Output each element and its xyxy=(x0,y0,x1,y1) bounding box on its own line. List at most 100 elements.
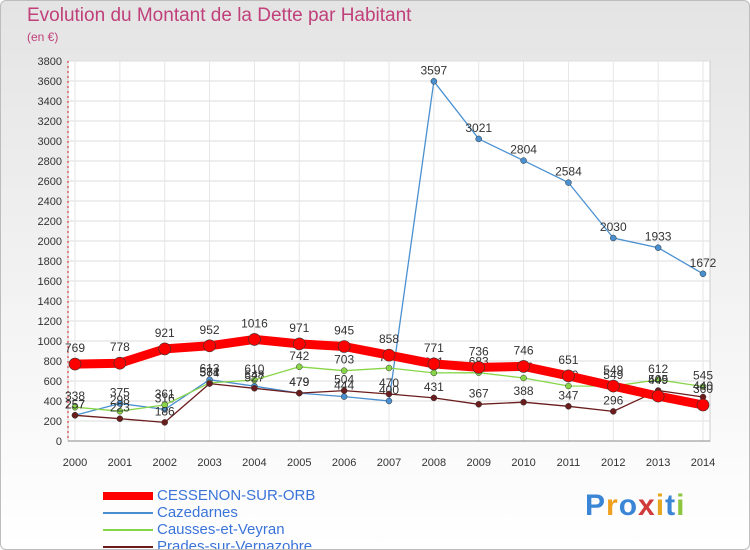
data-label: 610 xyxy=(244,362,264,376)
x-tick-label: 2001 xyxy=(108,457,132,469)
legend-label: Cazedarnes xyxy=(157,504,238,521)
x-tick-label: 2003 xyxy=(197,457,221,469)
logo-letter: x xyxy=(638,489,656,522)
x-tick-label: 2010 xyxy=(511,457,535,469)
data-point xyxy=(116,415,124,422)
data-point xyxy=(382,348,396,362)
data-label: 479 xyxy=(289,375,309,389)
y-tick-label: 1200 xyxy=(38,316,62,328)
data-point xyxy=(430,78,438,85)
y-tick-label: 2400 xyxy=(38,196,62,208)
data-label: 581 xyxy=(200,365,220,379)
chart-title: Evolution du Montant de la Dette par Hab… xyxy=(27,5,412,26)
data-point xyxy=(116,400,124,407)
data-label: 186 xyxy=(155,404,175,418)
series-cessenon-sur-orb: 769 778 921 952 1016 971 945 858 771 736 746 651 549… xyxy=(65,316,713,412)
data-point xyxy=(606,379,620,393)
data-point xyxy=(472,361,486,374)
data-point xyxy=(475,401,482,408)
data-point xyxy=(158,342,172,356)
data-point xyxy=(340,387,348,394)
legend-label: Causses-et-Veyran xyxy=(157,521,285,538)
data-label: 2804 xyxy=(510,143,537,157)
data-point xyxy=(565,382,572,390)
x-tick-label: 2014 xyxy=(691,457,715,469)
y-tick-label: 2800 xyxy=(38,156,62,168)
x-tick-label: 2004 xyxy=(242,457,266,469)
data-point xyxy=(251,385,258,392)
data-label: 858 xyxy=(379,332,399,346)
data-label: 952 xyxy=(200,323,220,337)
data-point xyxy=(248,333,261,346)
data-label: 440 xyxy=(693,379,713,393)
x-tick-label: 2009 xyxy=(466,457,490,469)
series-prades-sur-vernazobre: 257 223 186 574 527 479 504 470 431 367 388 347 296 5… xyxy=(65,366,713,426)
data-label: 1933 xyxy=(645,230,672,244)
data-point xyxy=(654,244,662,251)
data-label: 367 xyxy=(469,386,489,400)
x-tick-label: 2002 xyxy=(152,457,176,469)
data-label: 388 xyxy=(514,384,534,398)
data-label: 347 xyxy=(558,388,578,402)
data-label: 296 xyxy=(603,393,623,407)
logo-letter: i xyxy=(655,489,666,522)
x-tick-label: 2013 xyxy=(646,457,670,469)
data-point xyxy=(520,374,527,382)
data-point xyxy=(385,390,393,398)
data-point xyxy=(562,369,575,383)
data-label: 736 xyxy=(469,344,489,358)
data-label: 338 xyxy=(65,389,85,403)
data-label: 479 xyxy=(289,375,309,389)
y-tick-label: 1000 xyxy=(38,336,62,348)
data-label: 223 xyxy=(110,401,130,415)
data-point xyxy=(68,357,82,371)
y-tick-label: 1600 xyxy=(38,276,62,288)
legend-swatch xyxy=(103,528,153,531)
data-label: 360 xyxy=(693,382,713,396)
data-label: 3021 xyxy=(465,121,492,135)
legend-swatch xyxy=(103,491,153,500)
y-tick-label: 800 xyxy=(44,356,62,368)
y-tick-label: 2000 xyxy=(38,236,62,248)
x-tick-label: 2006 xyxy=(332,457,356,469)
y-tick-label: 3000 xyxy=(38,136,62,148)
data-point xyxy=(430,394,438,402)
data-point xyxy=(340,367,348,374)
data-point xyxy=(651,389,665,403)
legend-label: Prades-sur-Vernazobre xyxy=(157,538,313,550)
data-label: 3597 xyxy=(421,63,448,77)
data-label: 612 xyxy=(648,362,668,376)
data-label: 769 xyxy=(65,341,85,355)
data-point xyxy=(427,357,441,371)
chart-legend: CESSENON-SUR-ORB Cazedarnes Causses-et-Vey… xyxy=(103,487,315,550)
data-point xyxy=(71,403,79,411)
x-tick-label: 2012 xyxy=(601,457,625,469)
data-label: 971 xyxy=(289,321,309,335)
data-label: 505 xyxy=(648,373,668,387)
data-label: 613 xyxy=(200,362,220,376)
y-tick-label: 400 xyxy=(44,396,62,408)
data-point xyxy=(203,339,216,353)
series-cazedarnes: 2573753166135484794444003597302128042584… xyxy=(65,63,717,419)
data-label: 549 xyxy=(603,368,623,382)
data-label: 549 xyxy=(603,363,623,377)
x-tick-label: 2008 xyxy=(422,457,446,469)
data-point xyxy=(385,397,393,405)
data-point xyxy=(699,270,707,278)
y-tick-label: 3400 xyxy=(38,96,62,108)
x-tick-label: 2011 xyxy=(557,457,581,469)
y-tick-label: 1400 xyxy=(38,296,62,308)
legend-item: Cazedarnes xyxy=(103,504,315,521)
data-point xyxy=(565,403,572,410)
y-tick-label: 200 xyxy=(44,416,62,428)
logo-letter: o xyxy=(618,489,639,522)
data-label: 746 xyxy=(514,343,534,357)
data-point xyxy=(520,157,527,164)
data-point xyxy=(296,363,303,371)
data-label: 1016 xyxy=(241,316,268,330)
data-point xyxy=(654,376,662,384)
data-point xyxy=(340,393,348,400)
legend-item: Prades-sur-Vernazobre xyxy=(103,538,315,550)
data-point xyxy=(610,408,617,415)
